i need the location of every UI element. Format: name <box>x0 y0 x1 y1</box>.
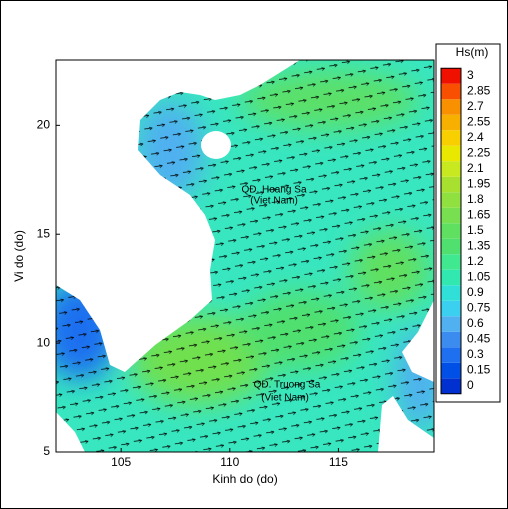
colorbar-label: 2.55 <box>467 115 491 129</box>
annotation: QĐ. Hoang Sa <box>241 185 306 196</box>
colorbar-label: 0 <box>467 378 474 392</box>
y-axis-label: Vi do (do) <box>12 230 26 282</box>
colorbar-label: 2.1 <box>467 161 484 175</box>
colorbar-label: 0.3 <box>467 347 484 361</box>
colorbar-label: 1.95 <box>467 177 491 191</box>
colorbar-swatch <box>441 300 461 317</box>
colorbar-swatch <box>441 176 461 193</box>
colorbar-outline <box>440 67 462 395</box>
colorbar-swatch <box>441 362 461 379</box>
colorbar-swatch <box>441 285 461 301</box>
colorbar-label: 0.15 <box>467 363 491 377</box>
y-tick-label: 5 <box>43 444 50 458</box>
annotation: (Viet Nam) <box>250 196 298 207</box>
plot-frame <box>55 59 435 453</box>
colorbar-label: 3 <box>467 68 474 82</box>
y-tick-label: 15 <box>37 226 51 240</box>
annotation: QĐ. Truong Sa <box>254 380 321 391</box>
colorbar-swatch <box>441 207 461 224</box>
y-tick-label: 20 <box>37 118 51 132</box>
y-tick-label: 10 <box>37 335 51 349</box>
colorbar-label: 1.05 <box>467 270 491 284</box>
colorbar-title: Hs(m) <box>456 45 489 59</box>
colorbar-swatch <box>441 269 461 286</box>
colorbar-label: 0.45 <box>467 332 491 346</box>
colorbar-swatch <box>441 99 461 115</box>
colorbar-swatch <box>441 192 461 208</box>
colorbar-label: 1.8 <box>467 192 484 206</box>
colorbar-label: 1.5 <box>467 223 484 237</box>
colorbar-label: 1.35 <box>467 239 491 253</box>
colorbar-swatch <box>441 347 461 363</box>
colorbar-swatch <box>441 68 461 84</box>
colorbar-label: 2.4 <box>467 130 484 144</box>
colorbar-swatch <box>441 254 461 270</box>
wave-field <box>56 60 434 452</box>
x-tick-label: 105 <box>111 455 131 469</box>
colorbar-label: 2.7 <box>467 99 484 113</box>
colorbar-label: 1.65 <box>467 208 491 222</box>
colorbar-swatch <box>441 331 461 348</box>
colorbar-label: 0.75 <box>467 301 491 315</box>
colorbar-label: 0.9 <box>467 285 484 299</box>
colorbar-label: 0.6 <box>467 316 484 330</box>
colorbar-swatch <box>441 223 461 239</box>
colorbar-swatch <box>441 145 461 162</box>
annotation: (Viet Nam) <box>261 393 309 404</box>
colorbar-swatch <box>441 114 461 131</box>
x-tick-label: 110 <box>220 455 239 469</box>
colorbar-swatch <box>441 83 461 100</box>
colorbar-swatch <box>441 316 461 332</box>
x-axis-label: Kinh do (do) <box>212 472 277 486</box>
colorbar-label: 2.85 <box>467 84 491 98</box>
colorbar-swatch <box>441 161 461 177</box>
colorbar-label: 1.2 <box>467 254 484 268</box>
colorbar-swatch <box>441 378 461 394</box>
colorbar-swatch <box>441 130 461 146</box>
colorbar-swatch <box>441 238 461 255</box>
colorbar-label: 2.25 <box>467 146 491 160</box>
x-tick-label: 115 <box>329 455 348 469</box>
